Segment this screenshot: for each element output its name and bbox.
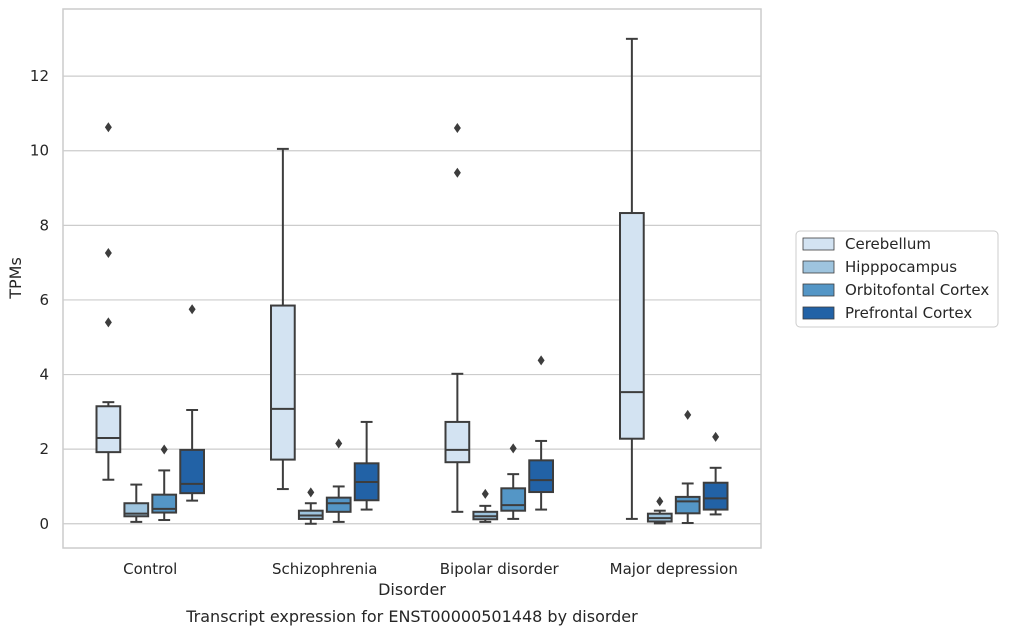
box-iqr [619,212,645,440]
y-tick-label: 6 [39,291,49,309]
y-tick-label: 12 [30,67,49,85]
legend: Cerebellum Hipppocampus Orbitofontal Corte… [795,230,999,328]
box-3-0 [619,37,645,520]
chart-caption: Transcript expression for ENST0000050144… [185,607,638,626]
x-tick-label: Bipolar disorder [440,560,560,578]
box-1-3 [353,420,380,511]
outlier-point [656,496,664,507]
box-iqr [674,495,701,515]
x-tick-label: Control [123,560,177,578]
outlier-point [712,431,720,442]
box-iqr [702,481,729,511]
outlier-point [160,444,168,455]
legend-swatch [802,237,835,251]
gridlines [63,75,761,525]
legend-swatch [802,260,835,274]
box-iqr [500,487,527,512]
outlier-point [684,409,692,420]
plot-frame [62,8,762,549]
x-axis-ticks: Control Schizophrenia Bipolar disorder Majo… [123,560,738,578]
box-0-3 [179,304,205,502]
box-2-2 [500,443,527,520]
box-iqr [325,496,352,513]
box-1-1 [297,487,324,525]
box-iqr [95,405,122,454]
box-iqr [270,304,296,461]
y-tick-label: 2 [39,440,49,458]
x-tick-label: Major depression [610,560,738,578]
y-tick-label: 10 [30,142,49,160]
legend-frame [795,230,999,328]
legend-label: Cerebellum [845,235,931,253]
box-iqr [444,420,471,464]
box-0-2 [151,444,178,522]
box-1-2 [325,438,352,523]
box-groups [95,37,729,525]
box-3-2 [674,409,701,525]
box-iqr [528,459,554,494]
y-axis-label: TPMs [6,257,25,300]
box-1-0 [270,147,296,491]
box-0-0 [95,122,122,481]
box-iqr [179,448,205,495]
outlier-point [509,443,517,454]
legend-swatch [802,283,835,297]
outlier-point [335,438,343,449]
box-3-3 [702,431,729,516]
box-iqr [151,493,178,514]
legend-label: Prefrontal Cortex [845,304,972,322]
box-0-1 [123,483,150,523]
box-3-1 [646,496,673,525]
box-2-0 [444,122,471,513]
x-tick-label: Schizophrenia [272,560,377,578]
y-axis-ticks: 0 2 4 6 8 10 12 [30,67,49,533]
legend-label: Hipppocampus [845,258,957,276]
outlier-point [307,487,315,498]
legend-swatch [802,306,835,320]
outlier-point [104,122,112,133]
outlier-point [104,247,112,258]
outlier-point [188,304,196,315]
outlier-point [537,355,545,366]
y-tick-label: 0 [39,515,49,533]
outlier-point [453,167,461,178]
outlier-point [481,488,489,499]
outlier-point [104,317,112,328]
legend-label: Orbitofontal Cortex [845,281,989,299]
y-tick-label: 4 [39,366,49,384]
box-2-3 [528,355,554,511]
outlier-point [453,122,461,133]
box-2-1 [472,488,499,523]
x-axis-label: Disorder [378,580,446,599]
y-tick-label: 8 [39,216,49,234]
